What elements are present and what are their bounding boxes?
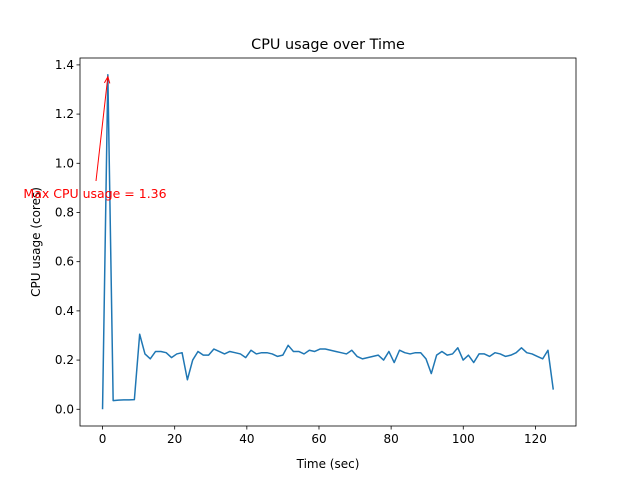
y-tick-label: 0.6 [55,255,74,269]
x-tick-label: 40 [239,432,254,446]
plot-frame [79,57,577,427]
annotation-arrowhead [103,75,111,84]
x-tick-label: 80 [383,432,398,446]
y-tick-label: 0.2 [55,353,74,367]
x-tick-label: 0 [99,432,107,446]
x-tick-label: 120 [524,432,547,446]
x-tick-label: 60 [311,432,326,446]
x-axis-label: Time (sec) [296,457,360,471]
line-series [101,73,555,410]
annotation-arrow [95,76,109,182]
y-tick-label: 1.0 [55,156,74,170]
chart-title: CPU usage over Time [251,37,405,53]
y-tick-label: 0.4 [55,304,74,318]
annotation: Max CPU usage = 1.36 [23,186,166,201]
y-tick-label: 1.2 [55,107,74,121]
y-tick-label: 1.4 [55,58,74,72]
y-tick-label: 0.0 [55,402,74,416]
x-tick-label: 20 [167,432,182,446]
y-tick-label: 0.8 [55,205,74,219]
y-axis-label: CPU usage (cores) [29,187,43,297]
x-tick-label: 100 [452,432,475,446]
